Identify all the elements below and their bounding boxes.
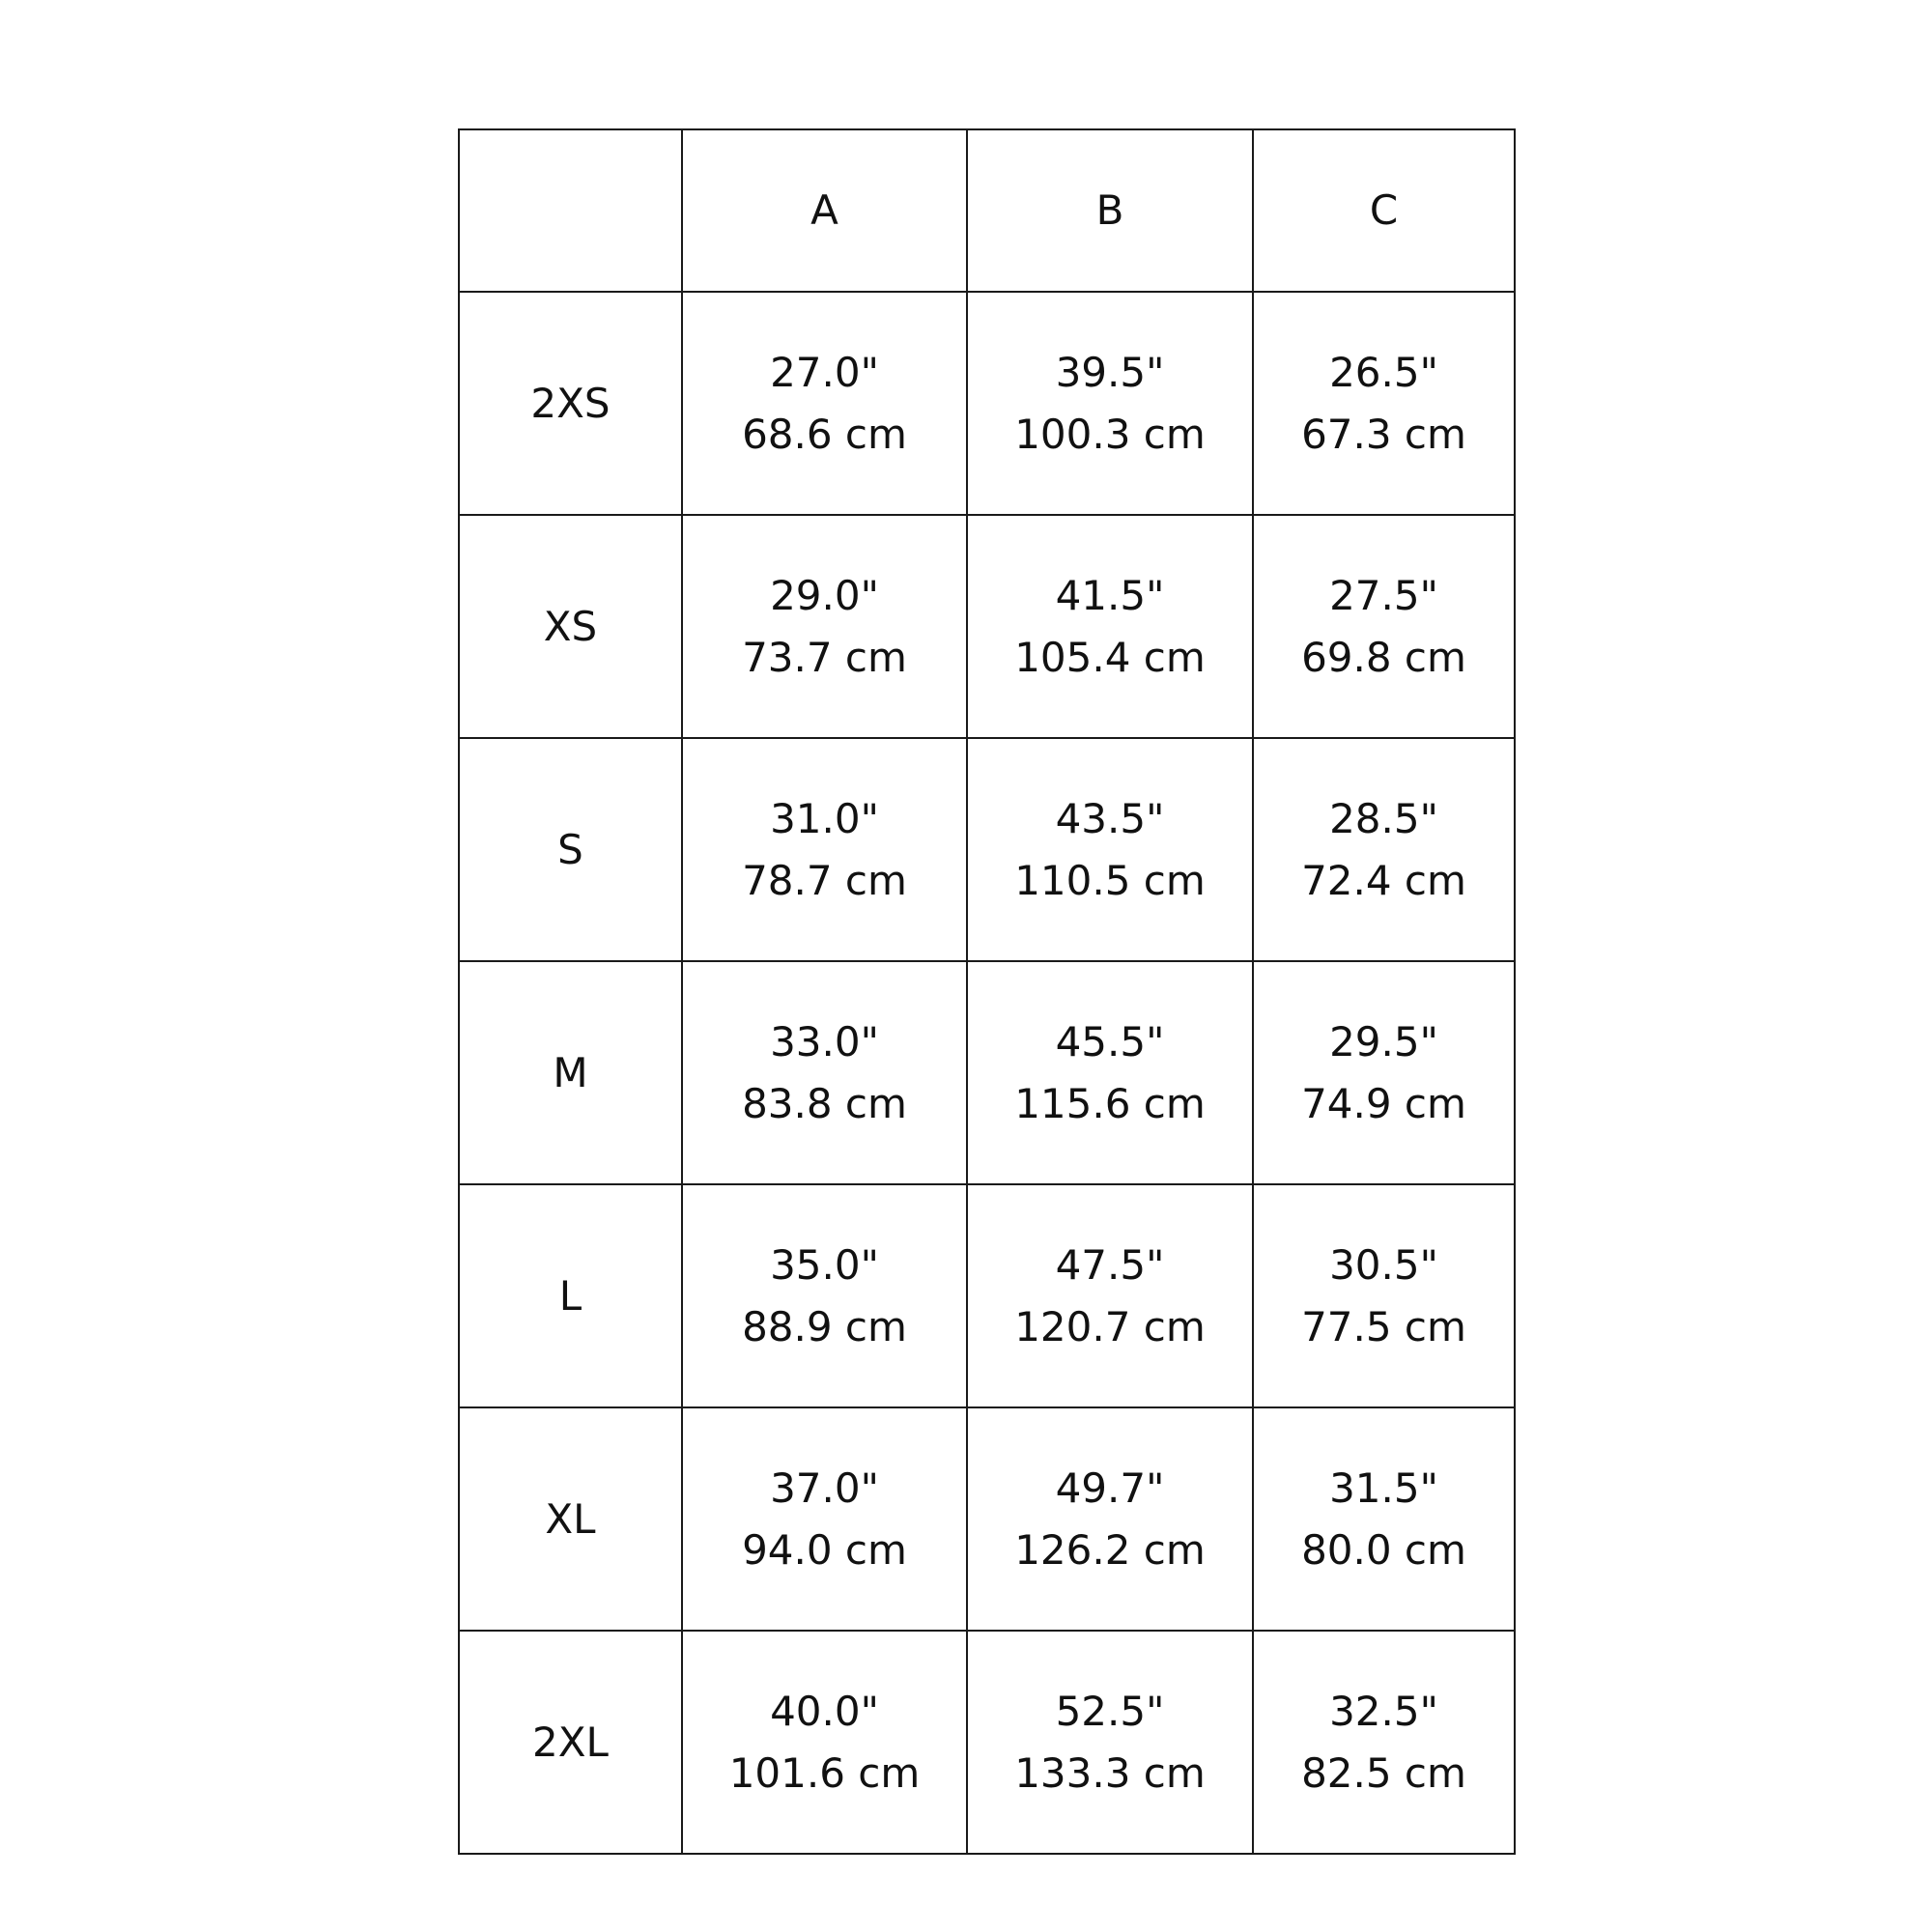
header-cell-a: A [681, 128, 968, 293]
inches-value: 39.5" [1055, 348, 1165, 396]
cm-value: 68.6 cm [742, 410, 907, 458]
inches-value: 31.0" [770, 794, 879, 842]
cm-value: 126.2 cm [1014, 1525, 1206, 1574]
size-label: 2XS [458, 291, 683, 516]
measurement-cell: 47.5" 120.7 cm [966, 1183, 1254, 1408]
cm-value: 74.9 cm [1301, 1079, 1466, 1127]
measurement-cell: 37.0" 94.0 cm [681, 1406, 968, 1632]
cm-value: 115.6 cm [1014, 1079, 1206, 1127]
size-label: M [458, 960, 683, 1185]
inches-value: 31.5" [1329, 1463, 1438, 1512]
header-cell-empty [458, 128, 683, 293]
cm-value: 82.5 cm [1301, 1748, 1466, 1797]
inches-value: 40.0" [770, 1687, 879, 1735]
inches-value: 47.5" [1055, 1240, 1165, 1289]
cm-value: 80.0 cm [1301, 1525, 1466, 1574]
measurement-cell: 49.7" 126.2 cm [966, 1406, 1254, 1632]
cm-value: 120.7 cm [1014, 1302, 1206, 1350]
table-row: S 31.0" 78.7 cm 43.5" 110.5 cm 28.5" 72.4 cm [458, 737, 1516, 962]
header-cell-c: C [1252, 128, 1516, 293]
cm-value: 101.6 cm [728, 1748, 921, 1797]
measurement-cell: 43.5" 110.5 cm [966, 737, 1254, 962]
measurement-cell: 52.5" 133.3 cm [966, 1630, 1254, 1855]
size-label: XS [458, 514, 683, 739]
cm-value: 83.8 cm [742, 1079, 907, 1127]
measurement-cell: 32.5" 82.5 cm [1252, 1630, 1516, 1855]
inches-value: 32.5" [1329, 1687, 1438, 1735]
inches-value: 43.5" [1055, 794, 1165, 842]
size-label: 2XL [458, 1630, 683, 1855]
inches-value: 45.5" [1055, 1017, 1165, 1065]
measurement-cell: 31.5" 80.0 cm [1252, 1406, 1516, 1632]
measurement-cell: 41.5" 105.4 cm [966, 514, 1254, 739]
size-label: L [458, 1183, 683, 1408]
inches-value: 28.5" [1329, 794, 1438, 842]
inches-value: 52.5" [1055, 1687, 1165, 1735]
inches-value: 37.0" [770, 1463, 879, 1512]
measurement-cell: 27.0" 68.6 cm [681, 291, 968, 516]
table-row: XL 37.0" 94.0 cm 49.7" 126.2 cm 31.5" 80.0 cm [458, 1406, 1516, 1632]
table-row: M 33.0" 83.8 cm 45.5" 115.6 cm 29.5" 74.9 cm [458, 960, 1516, 1185]
measurement-cell: 39.5" 100.3 cm [966, 291, 1254, 516]
cm-value: 72.4 cm [1301, 856, 1466, 904]
measurement-cell: 28.5" 72.4 cm [1252, 737, 1516, 962]
measurement-cell: 29.0" 73.7 cm [681, 514, 968, 739]
cm-value: 78.7 cm [742, 856, 907, 904]
cm-value: 88.9 cm [742, 1302, 907, 1350]
measurement-cell: 26.5" 67.3 cm [1252, 291, 1516, 516]
inches-value: 35.0" [770, 1240, 879, 1289]
cm-value: 73.7 cm [742, 633, 907, 681]
inches-value: 41.5" [1055, 571, 1165, 619]
inches-value: 27.0" [770, 348, 879, 396]
cm-value: 110.5 cm [1014, 856, 1206, 904]
cm-value: 105.4 cm [1014, 633, 1206, 681]
measurement-cell: 33.0" 83.8 cm [681, 960, 968, 1185]
measurement-cell: 30.5" 77.5 cm [1252, 1183, 1516, 1408]
inches-value: 30.5" [1329, 1240, 1438, 1289]
inches-value: 33.0" [770, 1017, 879, 1065]
inches-value: 26.5" [1329, 348, 1438, 396]
measurement-cell: 27.5" 69.8 cm [1252, 514, 1516, 739]
cm-value: 100.3 cm [1014, 410, 1206, 458]
measurement-cell: 35.0" 88.9 cm [681, 1183, 968, 1408]
cm-value: 69.8 cm [1301, 633, 1466, 681]
measurement-cell: 31.0" 78.7 cm [681, 737, 968, 962]
inches-value: 49.7" [1055, 1463, 1165, 1512]
measurement-cell: 40.0" 101.6 cm [681, 1630, 968, 1855]
cm-value: 94.0 cm [742, 1525, 907, 1574]
cm-value: 67.3 cm [1301, 410, 1466, 458]
size-label: XL [458, 1406, 683, 1632]
measurement-cell: 45.5" 115.6 cm [966, 960, 1254, 1185]
size-label: S [458, 737, 683, 962]
inches-value: 29.0" [770, 571, 879, 619]
table-row: 2XL 40.0" 101.6 cm 52.5" 133.3 cm 32.5" 82.5 c… [458, 1630, 1516, 1855]
inches-value: 29.5" [1329, 1017, 1438, 1065]
cm-value: 133.3 cm [1014, 1748, 1206, 1797]
cm-value: 77.5 cm [1301, 1302, 1466, 1350]
table-row: L 35.0" 88.9 cm 47.5" 120.7 cm 30.5" 77.5 cm [458, 1183, 1516, 1408]
header-row: A B C [458, 128, 1516, 293]
header-cell-b: B [966, 128, 1254, 293]
size-chart-table: A B C 2XS 27.0" 68.6 cm 39.5" 100.3 cm 26.5" 6… [458, 128, 1516, 1855]
table-row: XS 29.0" 73.7 cm 41.5" 105.4 cm 27.5" 69.8 cm [458, 514, 1516, 739]
table-row: 2XS 27.0" 68.6 cm 39.5" 100.3 cm 26.5" 67.3 cm [458, 291, 1516, 516]
measurement-cell: 29.5" 74.9 cm [1252, 960, 1516, 1185]
inches-value: 27.5" [1329, 571, 1438, 619]
